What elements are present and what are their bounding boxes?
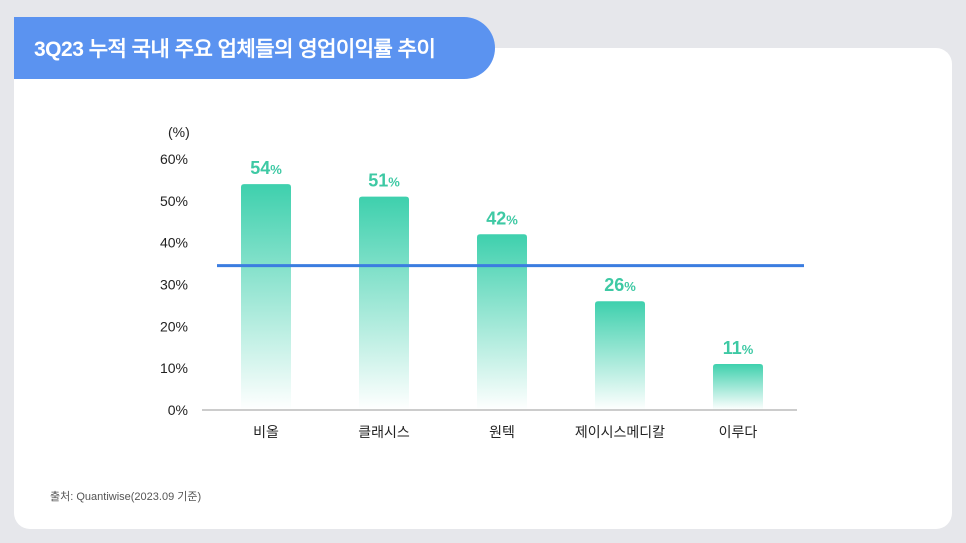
data-label: 11%	[723, 338, 754, 358]
y-tick-label: 20%	[160, 318, 188, 334]
source-note: 출처: Quantiwise(2023.09 기준)	[50, 491, 202, 503]
category-label: 클래시스	[358, 424, 410, 440]
bar	[359, 196, 409, 410]
data-label: 42%	[486, 208, 518, 228]
y-tick-label: 50%	[160, 193, 188, 209]
category-label: 원텍	[489, 424, 515, 440]
data-label: 26%	[604, 275, 636, 295]
y-tick-label: 60%	[160, 151, 188, 167]
category-label: 이루다	[719, 424, 758, 440]
data-label: 51%	[368, 171, 400, 191]
y-tick-label: 0%	[168, 402, 188, 418]
category-label: 비올	[253, 424, 279, 440]
y-tick-label: 10%	[160, 360, 188, 376]
bars: 54% 51% 42% 26% 11%	[241, 158, 763, 410]
y-axis-unit-label: (%)	[168, 124, 190, 140]
y-tick-label: 40%	[160, 235, 188, 251]
category-label: 제이시스메디칼	[575, 424, 665, 440]
bar	[241, 184, 291, 410]
bar	[713, 363, 763, 410]
bar	[477, 234, 527, 410]
x-axis-categories: 비올 클래시스 원텍 제이시스메디칼 이루다	[253, 424, 757, 440]
title-tab: 3Q23 누적 국내 주요 업체들의 영업이익률 추이	[14, 17, 495, 79]
data-label: 54%	[250, 158, 282, 178]
y-axis-ticks: 0% 10% 20% 30% 40% 50% 60%	[160, 151, 188, 418]
chart-title: 3Q23 누적 국내 주요 업체들의 영업이익률 추이	[34, 38, 436, 61]
bar	[595, 301, 645, 410]
y-tick-label: 30%	[160, 277, 188, 293]
